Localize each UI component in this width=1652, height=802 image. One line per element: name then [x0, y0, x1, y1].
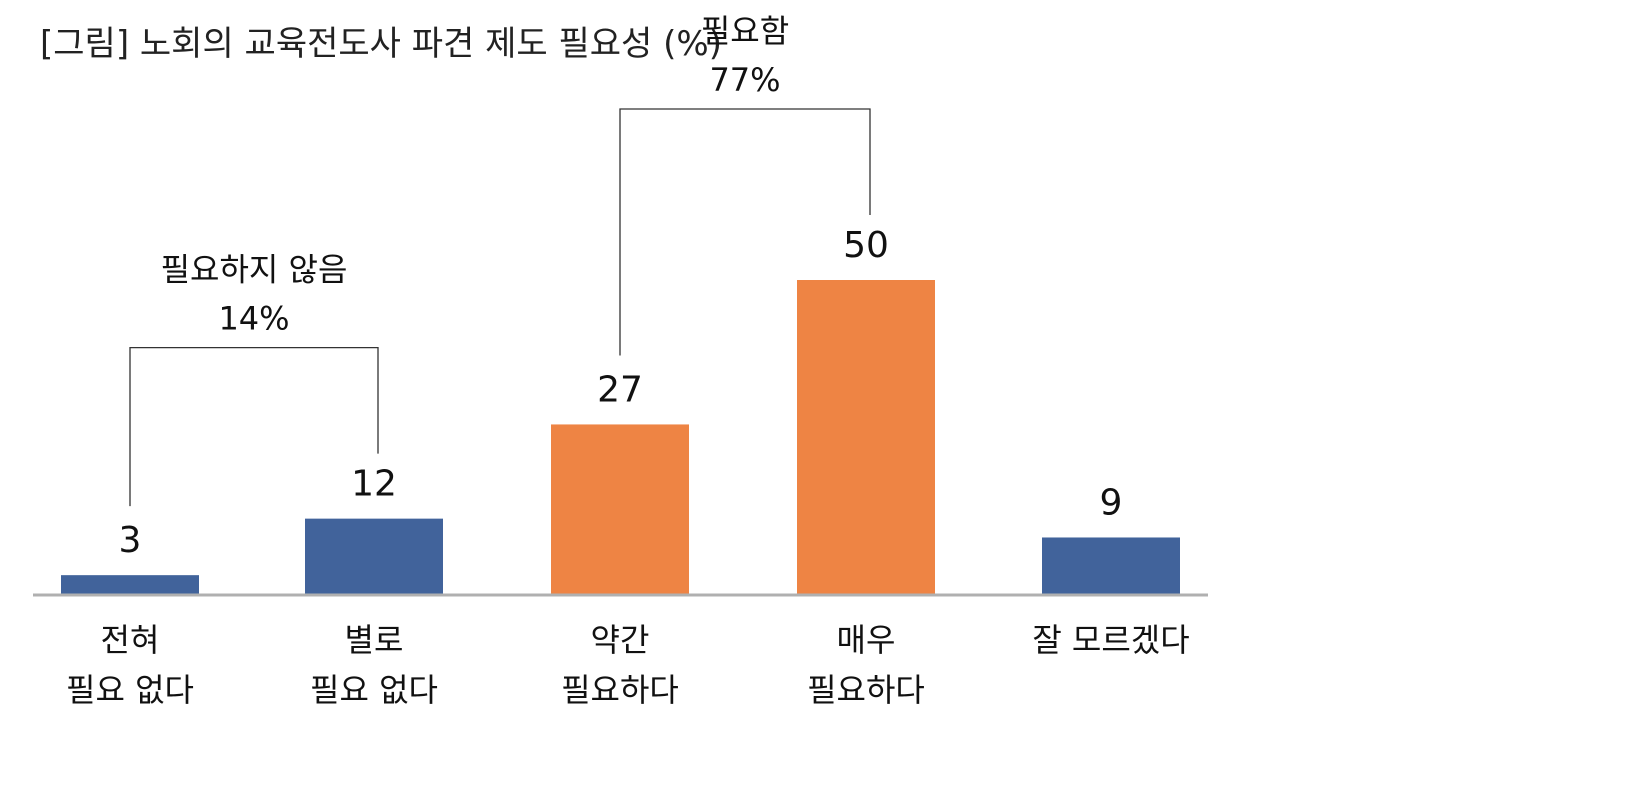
- value-labels: 3 12 27 50 9: [119, 225, 1123, 561]
- group-label-0: 필요하지 않음: [161, 251, 348, 289]
- group-brackets: 필요하지 않음 14% 필요함 77%: [129, 12, 871, 507]
- group-value-0: 14%: [218, 300, 289, 338]
- category-label-1-1: 필요 없다: [310, 671, 438, 709]
- category-label-1-0: 별로: [345, 621, 404, 659]
- value-label-1: 12: [351, 464, 397, 505]
- bar-4: [1042, 537, 1180, 594]
- bar-2: [551, 424, 689, 594]
- category-label-2-1: 필요하다: [561, 671, 679, 709]
- category-label-0-0: 전혀: [101, 621, 160, 659]
- value-label-4: 9: [1100, 482, 1123, 523]
- bar-0: [61, 575, 199, 594]
- bar-3: [797, 280, 935, 594]
- group-label-1: 필요함: [701, 12, 789, 50]
- category-label-3-1: 필요하다: [807, 671, 925, 709]
- value-label-2: 27: [597, 369, 643, 410]
- category-label-3-0: 매우: [837, 621, 896, 659]
- bar-1: [305, 518, 443, 594]
- bars: [61, 280, 1180, 594]
- category-label-4-0: 잘 모르겠다: [1032, 621, 1189, 659]
- value-label-3: 50: [843, 225, 889, 266]
- category-label-0-1: 필요 없다: [66, 671, 194, 709]
- category-label-2-0: 약간: [591, 621, 650, 659]
- chart-title: [그림] 노회의 교육전도사 파견 제도 필요성 (%): [40, 24, 722, 64]
- group-value-1: 77%: [709, 61, 780, 99]
- group-bracket-1: [619, 108, 871, 356]
- group-bracket-0: [129, 346, 379, 507]
- value-label-0: 3: [119, 520, 142, 561]
